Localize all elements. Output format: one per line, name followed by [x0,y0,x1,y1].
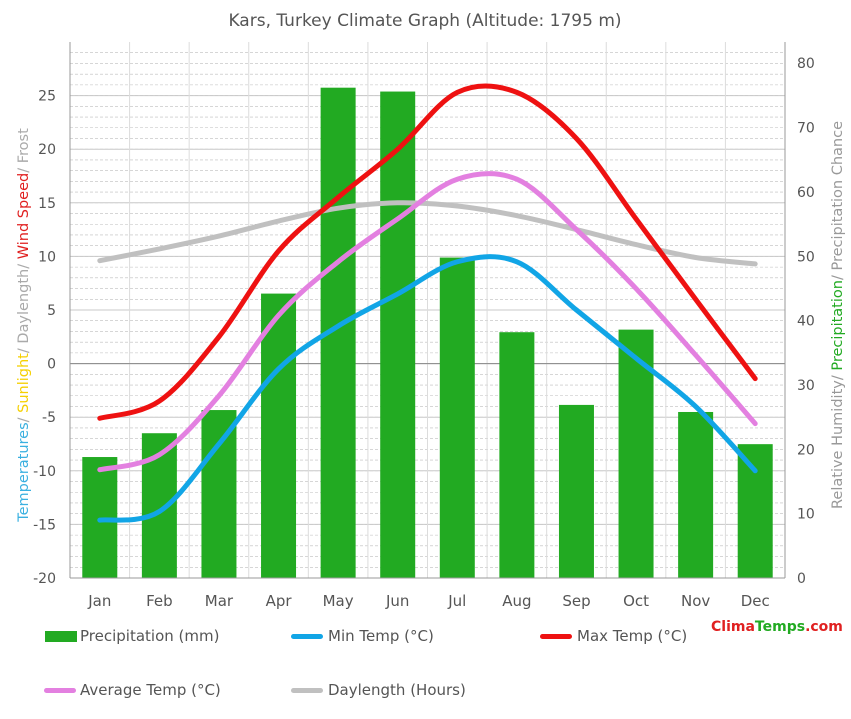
legend-label-min-temp: Min Temp (°C) [328,627,434,645]
bar-precipitation-jun [380,91,416,579]
x-tick-label-dec: Dec [741,592,770,610]
left-axis-title-part: Wind Speed [16,173,32,260]
right-tick-label: 20 [797,442,815,458]
x-tick-label-sep: Sep [562,592,590,610]
bar-precipitation-dec [737,444,773,578]
left-axis-title-part: / Frost [16,128,32,173]
right-axis-title-part: Precipitation [830,280,846,371]
left-axis-title-part: / Daylength [16,269,32,353]
right-tick-label: 80 [797,56,815,72]
brand-part-clima: Clima [711,619,755,635]
legend-label-precipitation: Precipitation (mm) [80,627,220,645]
left-axis-title-part: Sunlight [16,353,32,413]
bar-precipitation-mar [201,410,237,578]
legend-label-avg-temp: Average Temp (°C) [80,681,221,699]
line-min-temp-c [97,254,758,523]
right-tick-label: 0 [797,571,806,587]
line-max-temp-c [97,83,758,421]
left-axis-title-part: / [16,259,32,269]
right-tick-label: 10 [797,507,815,523]
left-tick-label: 25 [38,89,56,105]
right-tick-label: 50 [797,249,815,265]
right-axis-title: Relative Humidity/ Precipitation/ Precip… [830,121,846,509]
x-tick-label-jun: Jun [385,592,409,610]
left-tick-label: 0 [47,357,56,373]
left-tick-label: -15 [33,517,56,533]
bar-precipitation-apr [261,293,297,578]
legend-swatch-avg-temp [44,688,76,693]
left-tick-label: 20 [38,142,56,158]
right-axis-title-part: Relative Humidity/ [830,371,846,509]
axes: -20 -15 -10 -5 0 5 10 15 20 25 0 10 20 30 40 50 60 70 80 Ja… [33,42,815,610]
bar-precipitation-sep [558,404,594,578]
line-daylength-hours [97,200,758,267]
left-axis-title: Temperatures/ Sunlight/ Daylength/ Wind … [16,128,32,523]
legend-label-max-temp: Max Temp (°C) [577,627,688,645]
legend-swatch-max-temp [540,634,572,639]
x-tick-label-mar: Mar [205,592,234,610]
x-tick-label-may: May [323,592,354,610]
bar-precipitation-jul [439,257,475,578]
brand-logo[interactable]: ClimaTemps.com [711,619,843,635]
left-tick-label: 10 [38,249,56,265]
series-lines [97,83,758,523]
right-tick-label: 40 [797,314,815,330]
right-tick-label: 70 [797,121,815,137]
x-tick-label-apr: Apr [266,592,293,610]
bar-precipitation-oct [618,329,654,578]
bar-precipitation-aug [499,332,535,578]
x-tick-label-jan: Jan [87,592,111,610]
right-axis-title-part: / Precipitation Chance [830,121,846,280]
legend-swatch-precipitation [45,631,77,642]
right-tick-label: 30 [797,378,815,394]
x-tick-label-aug: Aug [502,592,531,610]
x-tick-label-nov: Nov [681,592,710,610]
chart-title: Kars, Turkey Climate Graph (Altitude: 17… [228,11,621,31]
left-tick-label: 15 [38,196,56,212]
legend-swatch-min-temp [291,634,323,639]
legend-swatch-daylength [291,688,323,693]
left-axis-title-part: / [16,413,32,423]
axis-titles: Temperatures/ Sunlight/ Daylength/ Wind … [16,121,846,523]
brand-part-temps: Temps [754,619,806,635]
left-axis-title-part: Temperatures [16,422,32,522]
left-tick-label: -20 [33,571,56,587]
right-tick-label: 60 [797,185,815,201]
precipitation-bars [82,87,773,579]
brand-part-com: .com [805,619,843,635]
x-tick-label-jul: Jul [447,592,466,610]
left-tick-label: -5 [42,410,56,426]
left-tick-label: -10 [33,464,56,480]
left-tick-label: 5 [47,303,56,319]
x-tick-label-oct: Oct [623,592,649,610]
legend-label-daylength: Daylength (Hours) [328,681,466,699]
line-average-temp-c [97,171,758,473]
x-tick-label-feb: Feb [146,592,173,610]
bar-precipitation-nov [678,411,714,578]
